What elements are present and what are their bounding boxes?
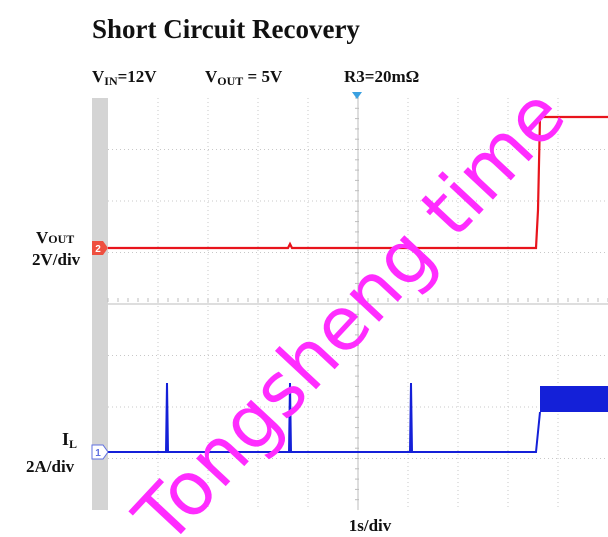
title: Short Circuit Recovery — [92, 14, 360, 44]
grid — [107, 97, 608, 510]
ch1-marker-label: 1 — [95, 448, 101, 459]
il-label: IL — [62, 429, 77, 451]
condition-r3: R3=20mΩ — [344, 67, 419, 86]
il-noise-band — [540, 386, 608, 412]
vout-trace — [108, 115, 608, 250]
trigger-marker — [352, 92, 362, 99]
il-trace — [108, 382, 541, 453]
ch2-marker — [92, 241, 108, 255]
side-bar — [92, 98, 108, 510]
ch2-marker-label: 2 — [95, 244, 101, 255]
il-scale: 2A/div — [26, 457, 75, 476]
condition-vin: VIN=12V — [92, 67, 157, 88]
scope-screen — [92, 92, 608, 510]
condition-vout: VOUT = 5V — [205, 67, 283, 88]
timebase: 1s/div — [349, 516, 392, 535]
vout-label: VOUT — [36, 228, 74, 247]
ch1-marker — [91, 444, 109, 460]
vout-scale: 2V/div — [32, 250, 81, 269]
